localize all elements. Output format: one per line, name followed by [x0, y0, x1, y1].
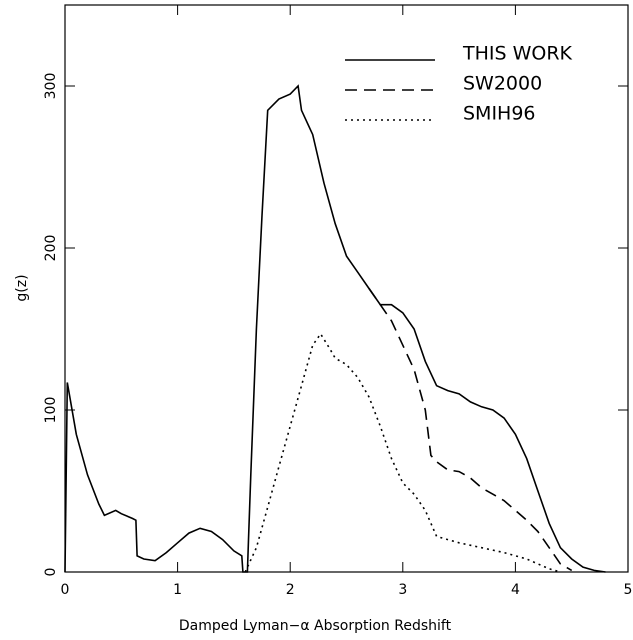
series-line [64, 84, 606, 573]
x-tick-label: 1 [173, 582, 182, 598]
x-tick-label: 4 [511, 582, 520, 598]
y-tick-label: 100 [43, 397, 59, 424]
y-axis-label: g(z) [14, 274, 30, 301]
x-tick-label: 5 [624, 582, 633, 598]
x-tick-label: 3 [398, 582, 407, 598]
plot-frame [64, 4, 629, 573]
legend-label: SMIH96 [463, 103, 536, 125]
x-tick-label: 2 [286, 582, 295, 598]
x-tick-label: 0 [61, 582, 70, 598]
y-tick-label: 200 [43, 235, 59, 262]
y-tick-label: 0 [43, 568, 59, 577]
series-line [368, 288, 573, 572]
x-axis-label: Damped Lyman−α Absorption Redshift [179, 618, 452, 634]
series-line [244, 332, 561, 573]
legend-label: THIS WORK [462, 43, 573, 65]
legend-label: SW2000 [463, 73, 542, 95]
y-tick-label: 300 [43, 73, 59, 100]
